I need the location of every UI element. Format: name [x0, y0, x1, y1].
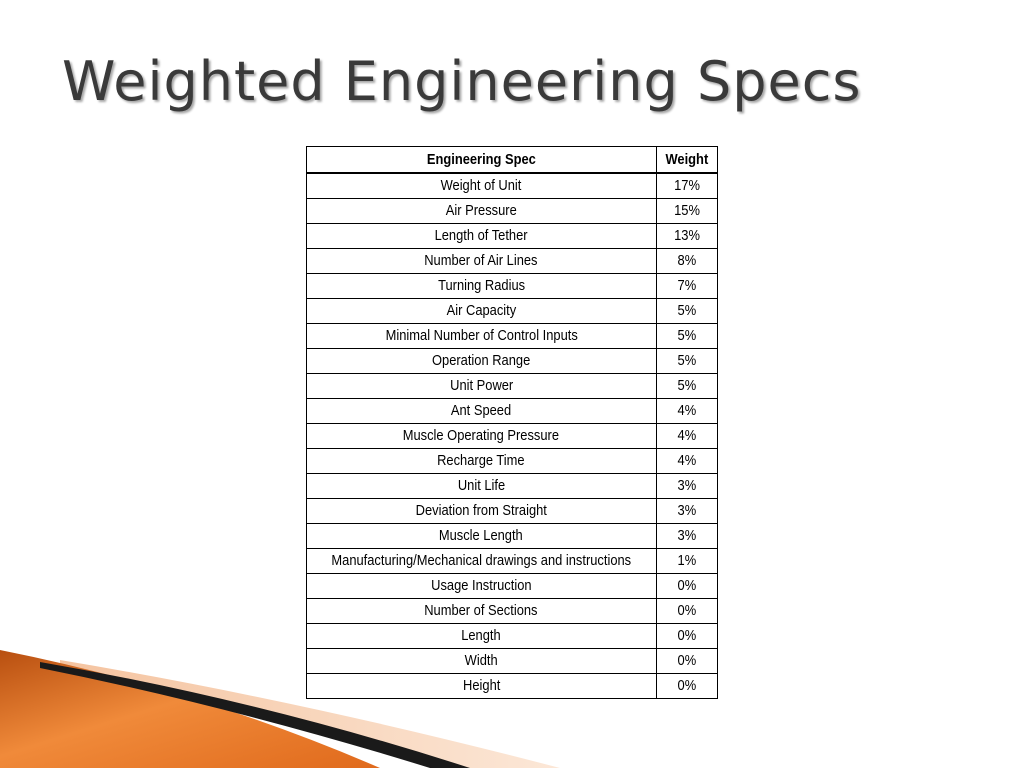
- spec-name-cell: Number of Sections: [306, 598, 657, 624]
- spec-name-cell: Unit Power: [306, 373, 657, 399]
- spec-weight-cell: 5%: [655, 323, 719, 349]
- table-header-row: Engineering Spec Weight: [306, 146, 719, 174]
- table-row: Ant Speed 4%: [306, 398, 719, 424]
- spec-weight-cell: 4%: [655, 423, 719, 449]
- spec-weight-cell: 0%: [655, 648, 719, 674]
- spec-name-cell: Muscle Operating Pressure: [306, 423, 657, 449]
- slide-title: Weighted Engineering Specs: [62, 50, 862, 113]
- table-row: Unit Power 5%: [306, 373, 719, 399]
- table-row: Turning Radius 7%: [306, 273, 719, 299]
- table-row: Length of Tether 13%: [306, 223, 719, 249]
- table-row: Muscle Length 3%: [306, 523, 719, 549]
- engineering-spec-table: Engineering Spec Weight Weight of Unit 17…: [306, 146, 719, 699]
- table-body: Weight of Unit 17% Air Pressure 15% Length o…: [306, 172, 719, 699]
- spec-name-cell: Air Pressure: [306, 198, 657, 224]
- table-row: Air Capacity 5%: [306, 298, 719, 324]
- table-row: Manufacturing/Mechanical drawings and in…: [306, 548, 719, 574]
- spec-name-cell: Air Capacity: [306, 298, 657, 324]
- spec-name-cell: Length: [306, 623, 657, 649]
- spec-weight-cell: 5%: [655, 348, 719, 374]
- table-row: Weight of Unit 17%: [306, 172, 719, 199]
- table-row: Usage Instruction 0%: [306, 573, 719, 599]
- spec-name-cell: Ant Speed: [306, 398, 657, 424]
- table-row: Air Pressure 15%: [306, 198, 719, 224]
- table-row: Operation Range 5%: [306, 348, 719, 374]
- column-header-weight: Weight: [655, 146, 719, 174]
- spec-name-cell: Number of Air Lines: [306, 248, 657, 274]
- spec-name-cell: Recharge Time: [306, 448, 657, 474]
- table-row: Deviation from Straight 3%: [306, 498, 719, 524]
- spec-weight-cell: 5%: [655, 298, 719, 324]
- spec-weight-cell: 4%: [655, 448, 719, 474]
- table-row: Width 0%: [306, 648, 719, 674]
- table-row: Height 0%: [306, 673, 719, 699]
- spec-weight-cell: 15%: [655, 198, 719, 224]
- spec-weight-cell: 1%: [655, 548, 719, 574]
- spec-name-cell: Height: [306, 673, 657, 699]
- spec-name-cell: Unit Life: [306, 473, 657, 499]
- spec-name-cell: Operation Range: [306, 348, 657, 374]
- spec-weight-cell: 0%: [655, 598, 719, 624]
- column-header-spec: Engineering Spec: [306, 146, 657, 174]
- table-row: Number of Air Lines 8%: [306, 248, 719, 274]
- table-row: Muscle Operating Pressure 4%: [306, 423, 719, 449]
- spec-name-cell: Weight of Unit: [306, 172, 657, 199]
- spec-weight-cell: 3%: [655, 498, 719, 524]
- spec-weight-cell: 3%: [655, 523, 719, 549]
- spec-weight-cell: 7%: [655, 273, 719, 299]
- spec-weight-cell: 0%: [655, 623, 719, 649]
- table-row: Minimal Number of Control Inputs 5%: [306, 323, 719, 349]
- spec-name-cell: Width: [306, 648, 657, 674]
- table-row: Length 0%: [306, 623, 719, 649]
- spec-name-cell: Length of Tether: [306, 223, 657, 249]
- spec-weight-cell: 13%: [655, 223, 719, 249]
- spec-weight-cell: 4%: [655, 398, 719, 424]
- spec-weight-cell: 3%: [655, 473, 719, 499]
- spec-name-cell: Muscle Length: [306, 523, 657, 549]
- table-row: Recharge Time 4%: [306, 448, 719, 474]
- spec-weight-cell: 8%: [655, 248, 719, 274]
- spec-name-cell: Deviation from Straight: [306, 498, 657, 524]
- spec-name-cell: Manufacturing/Mechanical drawings and in…: [306, 548, 657, 574]
- spec-weight-cell: 17%: [655, 172, 719, 199]
- spec-weight-cell: 0%: [655, 673, 719, 699]
- table-row: Unit Life 3%: [306, 473, 719, 499]
- spec-name-cell: Usage Instruction: [306, 573, 657, 599]
- spec-weight-cell: 5%: [655, 373, 719, 399]
- spec-weight-cell: 0%: [655, 573, 719, 599]
- spec-name-cell: Minimal Number of Control Inputs: [306, 323, 657, 349]
- table-row: Number of Sections 0%: [306, 598, 719, 624]
- spec-name-cell: Turning Radius: [306, 273, 657, 299]
